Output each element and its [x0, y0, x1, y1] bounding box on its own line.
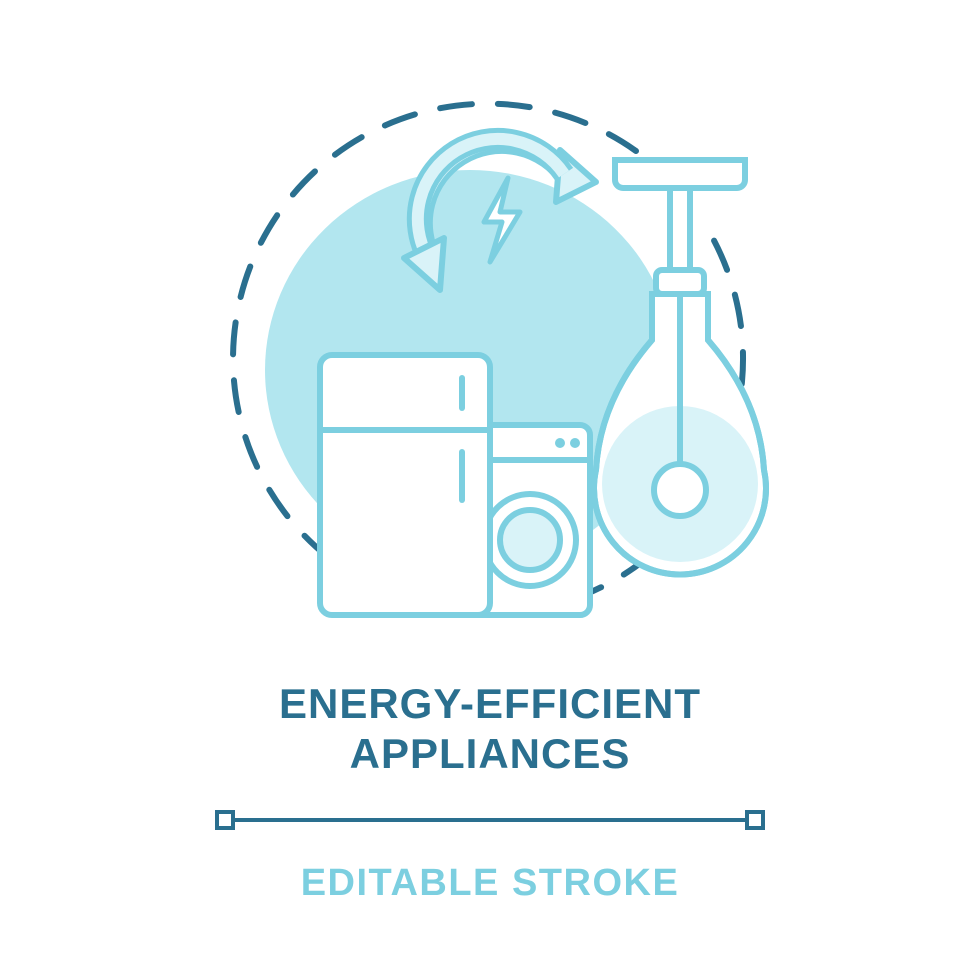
title-line-1: ENERGY-EFFICIENT: [0, 680, 980, 728]
title-line-2: APPLIANCES: [0, 730, 980, 778]
infographic-canvas: ENERGY-EFFICIENT APPLIANCES EDITABLE STR…: [0, 0, 980, 980]
concept-illustration: [0, 0, 980, 660]
subtitle: EDITABLE STROKE: [0, 862, 980, 905]
fridge-icon: [320, 355, 490, 615]
divider: [0, 800, 980, 840]
